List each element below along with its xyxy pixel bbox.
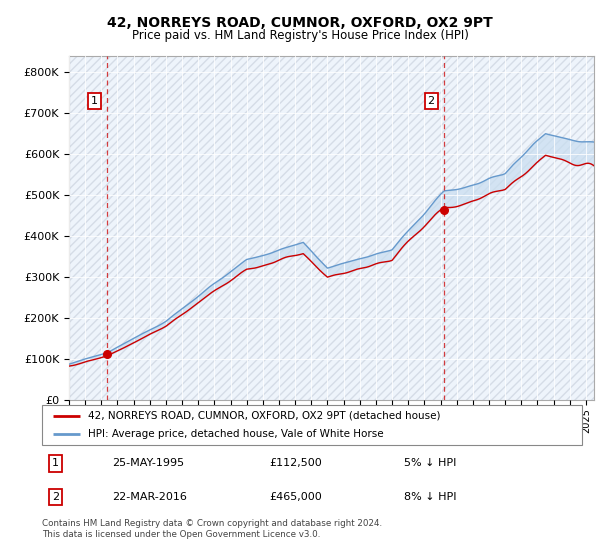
Text: 5% ↓ HPI: 5% ↓ HPI <box>404 459 456 469</box>
Text: 1: 1 <box>91 96 98 106</box>
Text: 2: 2 <box>428 96 435 106</box>
Text: Contains HM Land Registry data © Crown copyright and database right 2024.
This d: Contains HM Land Registry data © Crown c… <box>42 519 382 539</box>
Text: 1: 1 <box>52 459 59 469</box>
FancyBboxPatch shape <box>42 405 582 445</box>
Text: HPI: Average price, detached house, Vale of White Horse: HPI: Average price, detached house, Vale… <box>88 430 383 439</box>
Text: 42, NORREYS ROAD, CUMNOR, OXFORD, OX2 9PT (detached house): 42, NORREYS ROAD, CUMNOR, OXFORD, OX2 9P… <box>88 411 440 421</box>
Text: 8% ↓ HPI: 8% ↓ HPI <box>404 492 457 502</box>
Bar <box>69 56 594 400</box>
Text: 2: 2 <box>52 492 59 502</box>
Text: 25-MAY-1995: 25-MAY-1995 <box>112 459 184 469</box>
Text: 42, NORREYS ROAD, CUMNOR, OXFORD, OX2 9PT: 42, NORREYS ROAD, CUMNOR, OXFORD, OX2 9P… <box>107 16 493 30</box>
Text: Price paid vs. HM Land Registry's House Price Index (HPI): Price paid vs. HM Land Registry's House … <box>131 29 469 42</box>
Text: £112,500: £112,500 <box>269 459 322 469</box>
Text: 22-MAR-2016: 22-MAR-2016 <box>112 492 187 502</box>
Text: £465,000: £465,000 <box>269 492 322 502</box>
